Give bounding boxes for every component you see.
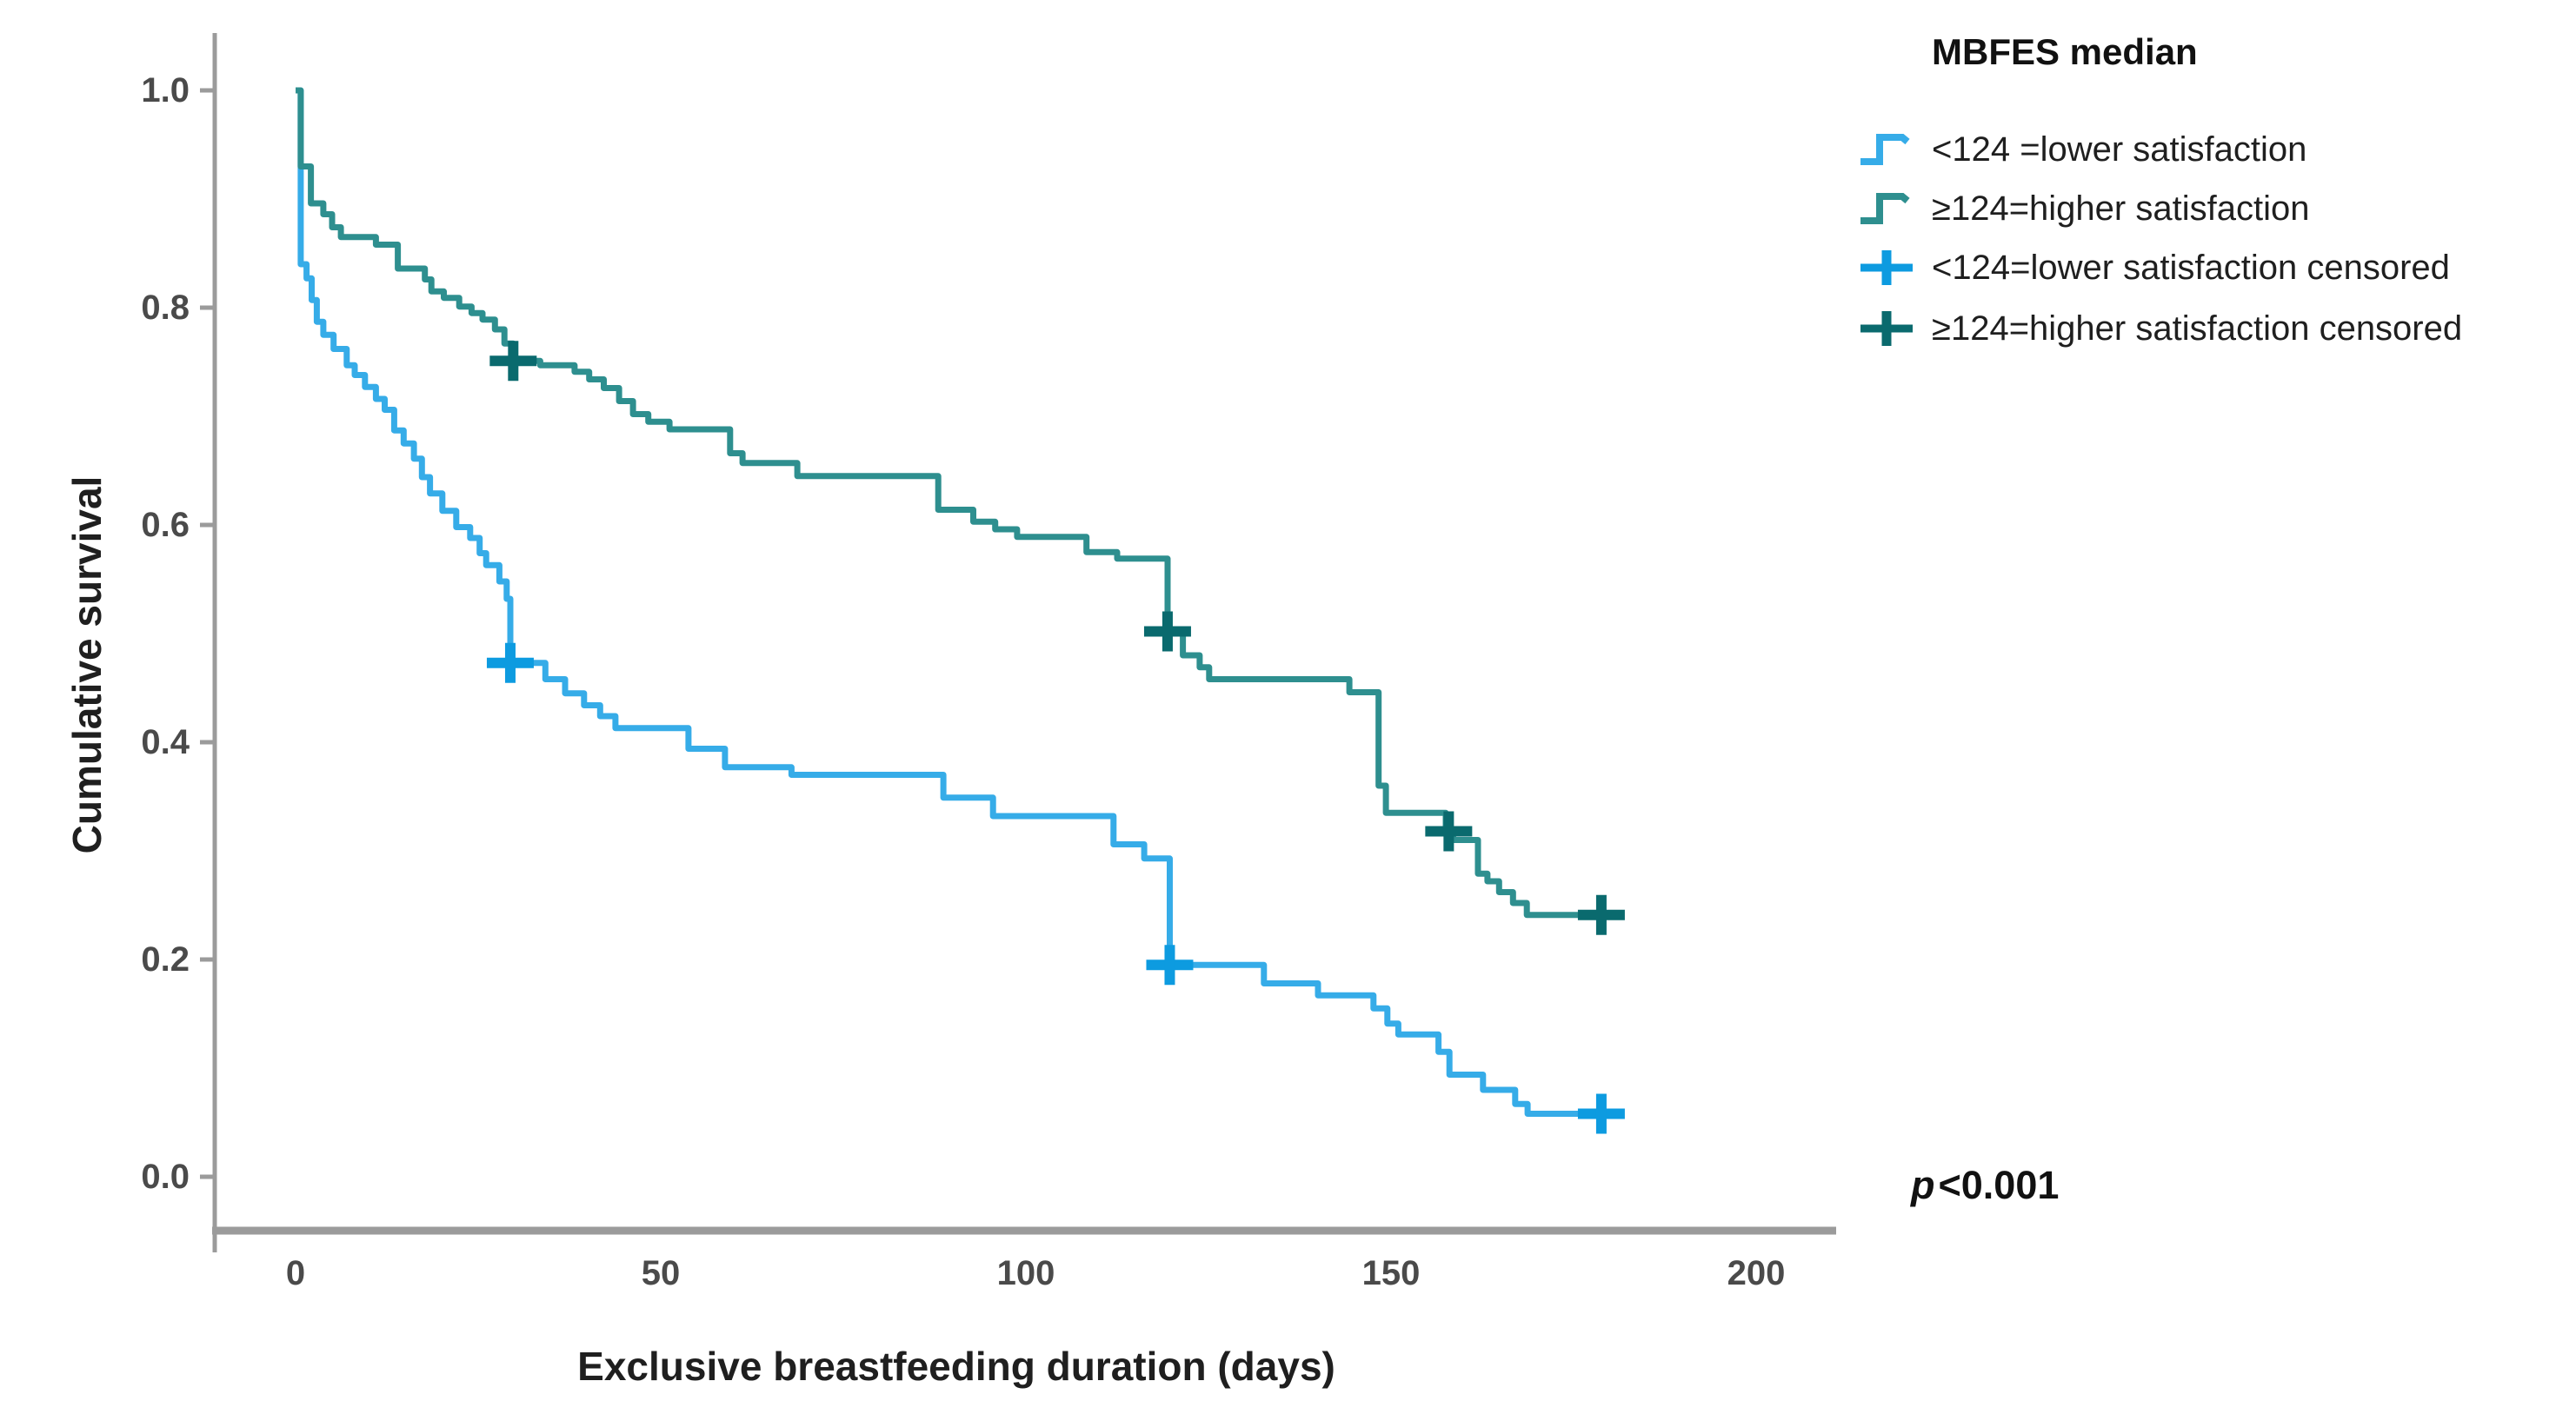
y-axis-title: Cumulative survival bbox=[64, 475, 110, 854]
legend-step-marker-lower bbox=[1860, 134, 1910, 165]
censor-mark-higher bbox=[1577, 894, 1625, 935]
legend-label-lower: <124 =lower satisfaction bbox=[1932, 130, 2307, 169]
y-tick-label: 0.8 bbox=[141, 289, 190, 327]
legend-plus-marker-higher-censored bbox=[1860, 311, 1913, 346]
legend-label-lower-censored: <124=lower satisfaction censored bbox=[1932, 249, 2450, 287]
legend-label-higher-censored: ≥124=higher satisfaction censored bbox=[1932, 309, 2463, 348]
censor-mark-lower bbox=[486, 642, 534, 683]
x-tick-label: 100 bbox=[996, 1254, 1055, 1292]
censor-mark-higher bbox=[1425, 811, 1473, 852]
x-axis-title: Exclusive breastfeeding duration (days) bbox=[577, 1344, 1335, 1389]
x-tick-label: 50 bbox=[641, 1254, 681, 1292]
x-tick-label: 0 bbox=[285, 1254, 306, 1292]
axes bbox=[200, 33, 1836, 1252]
y-tick-label: 0.2 bbox=[141, 940, 190, 979]
legend-title: MBFES median bbox=[1932, 31, 2198, 72]
km-curve-lower-satisfaction bbox=[296, 87, 1601, 1117]
censor-mark-lower bbox=[1577, 1093, 1625, 1134]
survival-curves bbox=[296, 87, 1601, 1117]
y-tick-marks bbox=[200, 88, 215, 1179]
p-value-annotation: p<0.001 bbox=[1911, 1163, 2059, 1208]
censor-mark-higher bbox=[489, 341, 537, 382]
x-tick-label: 150 bbox=[1361, 1254, 1421, 1292]
x-tick-label: 200 bbox=[1727, 1254, 1786, 1292]
km-curve-higher-satisfaction bbox=[296, 87, 1601, 919]
censor-mark-higher bbox=[1143, 611, 1191, 652]
censor-mark-lower bbox=[1146, 945, 1194, 986]
legend-plus-marker-lower-censored bbox=[1860, 250, 1913, 285]
y-tick-label: 0.4 bbox=[141, 723, 190, 761]
y-tick-label: 0.6 bbox=[141, 506, 190, 544]
y-tick-label: 0.0 bbox=[141, 1158, 190, 1196]
y-tick-label: 1.0 bbox=[141, 71, 190, 110]
legend-step-marker-higher bbox=[1860, 193, 1910, 224]
censor-marks bbox=[486, 341, 1625, 1134]
p-symbol: p bbox=[1911, 1163, 1935, 1207]
p-value-text: <0.001 bbox=[1938, 1163, 2060, 1207]
legend-label-higher: ≥124=higher satisfaction bbox=[1932, 189, 2310, 228]
